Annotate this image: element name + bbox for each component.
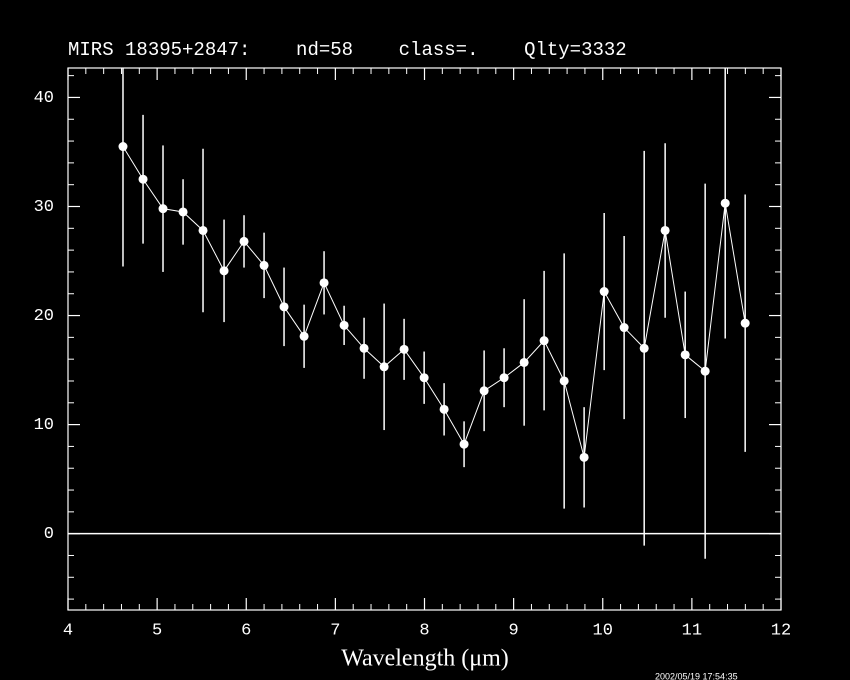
data-point: [519, 357, 529, 367]
data-point: [619, 323, 629, 333]
data-point: [499, 373, 509, 383]
data-point: [740, 318, 750, 328]
data-point: [680, 350, 690, 360]
x-tick-label: 8: [419, 621, 429, 640]
chart-title: MIRS 18395+2847: nd=58 class=. Qlty=3332: [68, 39, 627, 61]
x-tick-label: 12: [771, 621, 791, 640]
x-tick-label: 10: [593, 621, 613, 640]
x-tick-label: 9: [509, 621, 519, 640]
data-point: [639, 343, 649, 353]
data-point: [279, 302, 289, 312]
y-tick-label: 30: [34, 198, 54, 217]
data-point: [158, 204, 168, 214]
timestamp: 2002/05/19 17:54:35: [655, 671, 738, 680]
data-point: [700, 366, 710, 376]
data-point: [118, 142, 128, 152]
data-point: [399, 344, 409, 354]
data-point: [419, 373, 429, 383]
data-point: [259, 260, 269, 270]
data-point: [459, 439, 469, 449]
plot-frame: [67, 67, 782, 611]
x-tick-label: 6: [241, 621, 251, 640]
data-point: [359, 343, 369, 353]
data-line: [122, 146, 746, 458]
data-point: [339, 320, 349, 330]
x-tick-label: 4: [63, 621, 73, 640]
plot-area: [118, 68, 750, 559]
data-point: [539, 336, 549, 346]
y-tick-label: 0: [44, 525, 54, 544]
x-tick-label: 11: [682, 621, 702, 640]
x-axis-label: Wavelength (μm): [341, 646, 509, 672]
data-point: [138, 174, 148, 184]
data-point: [299, 331, 309, 341]
data-point: [579, 452, 589, 462]
y-tick-label: 20: [34, 307, 54, 326]
data-point: [479, 386, 489, 396]
data-point: [178, 207, 188, 217]
data-point: [379, 362, 389, 372]
data-point: [660, 225, 670, 235]
data-point: [198, 225, 208, 235]
data-point: [239, 236, 249, 246]
data-point: [559, 376, 569, 386]
data-point: [599, 287, 609, 297]
y-tick-label: 10: [34, 416, 54, 435]
y-tick-label: 40: [34, 89, 54, 108]
x-tick-label: 7: [330, 621, 340, 640]
data-point: [319, 278, 329, 288]
data-point: [439, 404, 449, 414]
data-point: [720, 198, 730, 208]
data-point: [219, 266, 229, 276]
x-tick-label: 5: [152, 621, 162, 640]
